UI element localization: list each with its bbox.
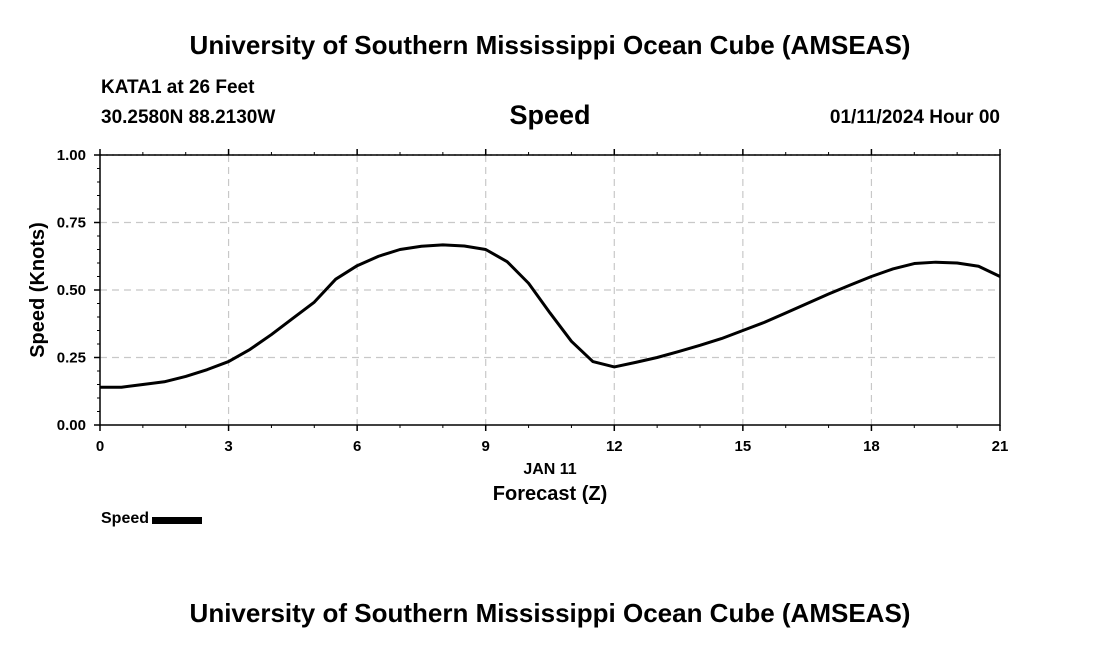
station-coordinates: 30.2580N 88.2130W (101, 107, 276, 128)
x-tick-label: 12 (606, 438, 623, 455)
plot-frame (99, 154, 1001, 426)
y-tick-label: 1.00 (57, 147, 86, 164)
station-name: KATA1 at 26 Feet (101, 77, 255, 98)
y-tick-label: 0.50 (57, 282, 86, 299)
page-title: University of Southern Mississippi Ocean… (189, 30, 911, 60)
legend-swatch (152, 516, 203, 524)
y-tick-label: 0.75 (57, 215, 86, 232)
y-tick-label: 0.25 (57, 350, 86, 367)
chart-legend: Speed (101, 510, 203, 528)
forecast-datetime: 01/11/2024 Hour 00 (829, 107, 1000, 128)
x-tick-label: 0 (96, 438, 104, 455)
speed-series-line (100, 243, 1001, 389)
tick-labels: 0 3 6 9 12 15 18 21 0.00 0.25 0.50 0.75 1.00 (57, 147, 1009, 455)
x-tick-label: 6 (353, 438, 361, 455)
x-axis-label: Forecast (Z) (493, 483, 607, 505)
y-tick-label: 0.00 (57, 417, 86, 434)
x-tick-label: 15 (735, 438, 752, 455)
y-axis-label: Speed (Knots) (27, 222, 49, 358)
grid-lines (100, 154, 1000, 425)
legend-label: Speed (101, 510, 150, 527)
x-tick-label: 18 (863, 438, 880, 455)
x-tick-label: 9 (482, 438, 490, 455)
chart-title: Speed (509, 100, 591, 130)
x-tick-label: 3 (224, 438, 232, 455)
x-axis-date-label: JAN 11 (523, 461, 576, 478)
x-tick-label: 21 (992, 438, 1009, 455)
footer-title: University of Southern Mississippi Ocean… (189, 598, 911, 628)
